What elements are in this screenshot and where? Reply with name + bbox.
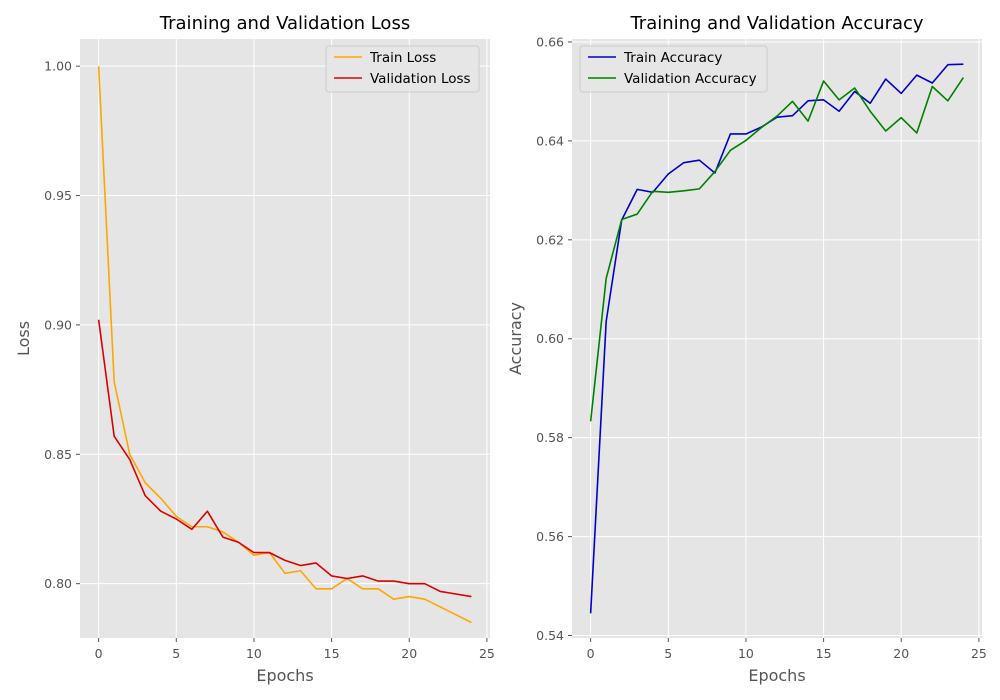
series-line-2: [97, 319, 472, 598]
x-tick-label: 5: [664, 646, 672, 661]
y-tick-label: 0.54: [536, 628, 564, 643]
accuracy-chart: 0 5 10 15 20 25 0.54 0.56 0.58 0.60 0.62 0.64 0.66 Tr…: [506, 13, 987, 685]
y-tick-label: 0.85: [44, 447, 72, 462]
x-tick-label: 15: [816, 646, 832, 661]
series-line-1: [97, 66, 472, 624]
x-tick-label: 10: [738, 646, 754, 661]
loss-chart: 0 5 10 15 20 25 0.80 0.85 0.90 0.95 1.00 Training a…: [14, 13, 495, 685]
plot-area: [80, 39, 490, 638]
series-line-2: [589, 77, 965, 422]
y-tick-label: 0.64: [536, 133, 564, 148]
y-tick-label: 0.90: [44, 317, 72, 332]
y-tick-label: 0.95: [44, 188, 72, 203]
y-tick-label: 0.60: [536, 331, 564, 346]
x-tick-label: 0: [95, 646, 103, 661]
x-axis-label: Epochs: [748, 666, 805, 685]
legend: Train Accuracy Validation Accuracy: [579, 45, 768, 93]
x-tick-label: 0: [587, 646, 595, 661]
legend-box: [579, 45, 768, 93]
y-tick-label: 0.56: [536, 529, 564, 544]
y-tick-label: 0.80: [44, 576, 72, 591]
x-tick-label: 10: [246, 646, 262, 661]
legend: Train Loss Validation Loss: [325, 45, 480, 93]
x-tick-label: 20: [893, 646, 909, 661]
y-axis-label: Accuracy: [506, 302, 525, 375]
legend-label: Validation Loss: [370, 71, 471, 87]
legend-label: Validation Accuracy: [624, 71, 757, 87]
chart-title: Training and Validation Loss: [159, 13, 410, 34]
y-axis-label: Loss: [14, 321, 33, 356]
y-tick-label: 1.00: [44, 59, 72, 74]
x-tick-label: 25: [971, 646, 987, 661]
x-tick-label: 5: [172, 646, 180, 661]
y-tick-label: 0.58: [536, 430, 564, 445]
chart-title: Training and Validation Accuracy: [629, 13, 923, 34]
legend-label: Train Accuracy: [623, 50, 722, 66]
x-tick-label: 20: [401, 646, 417, 661]
legend-box: [325, 45, 480, 93]
x-axis-label: Epochs: [256, 666, 313, 685]
y-tick-label: 0.62: [536, 232, 564, 247]
x-tick-label: 15: [324, 646, 340, 661]
legend-label: Train Loss: [369, 50, 436, 66]
y-tick-label: 0.66: [536, 34, 564, 49]
x-tick-label: 25: [479, 646, 495, 661]
